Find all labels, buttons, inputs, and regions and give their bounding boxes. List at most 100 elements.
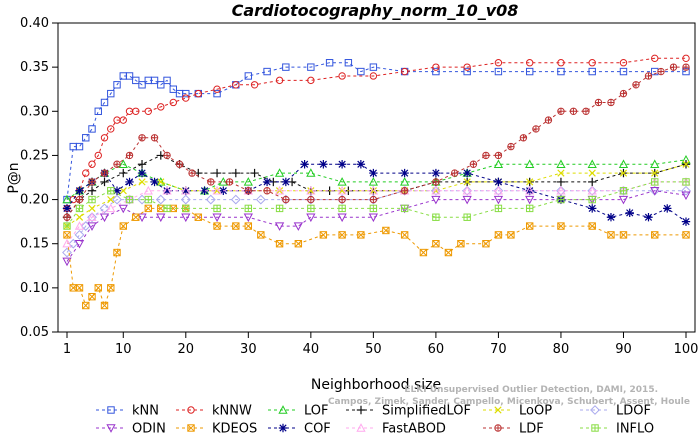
data-point-ldf <box>113 161 121 168</box>
data-point-knn <box>157 81 165 89</box>
data-point-kdeos <box>482 240 490 248</box>
data-point-ldof <box>462 185 473 196</box>
data-point-odin <box>293 222 303 231</box>
data-point-lof <box>650 159 660 168</box>
x-tick-label: 100 <box>674 342 699 357</box>
data-point-knnw <box>338 72 346 80</box>
data-point-cof <box>300 160 309 169</box>
data-point-ldf <box>607 99 615 106</box>
data-point-inflo <box>682 178 690 186</box>
data-point-inflo <box>589 196 596 203</box>
legend-marker-lof <box>278 405 288 414</box>
data-point-knn <box>94 107 102 115</box>
data-point-inflo <box>463 214 471 221</box>
data-point-ldf <box>370 196 377 203</box>
data-point-kdeos <box>382 226 390 235</box>
x-tick-label: 30 <box>240 342 257 357</box>
data-point-ldf <box>570 108 577 115</box>
x-tick-label: 70 <box>490 342 507 357</box>
y-tick-label: 0.25 <box>20 148 49 163</box>
data-point-kdeos <box>232 222 240 230</box>
data-point-kdeos <box>132 213 140 221</box>
data-point-knn <box>169 85 177 93</box>
data-point-inflo <box>107 187 114 194</box>
data-point-knn <box>244 72 253 80</box>
data-point-knn <box>100 98 109 107</box>
data-point-simplifiedlof <box>556 177 566 187</box>
data-point-cof <box>112 186 122 195</box>
data-point-fastabod <box>368 185 379 195</box>
data-point-odin <box>181 213 191 223</box>
data-point-knn <box>344 59 353 67</box>
data-point-fastabod <box>587 185 597 195</box>
data-point-odin <box>337 213 347 223</box>
data-point-odin <box>243 213 253 223</box>
data-point-ldf <box>401 187 408 194</box>
data-point-inflo <box>145 196 152 203</box>
data-point-ldf <box>545 116 552 124</box>
data-point-kdeos <box>419 248 428 257</box>
data-point-simplifiedlof <box>212 168 222 178</box>
data-point-loop <box>107 195 115 204</box>
data-point-kdeos <box>444 248 453 257</box>
data-point-ldf <box>595 99 602 106</box>
data-point-kdeos <box>294 240 302 248</box>
data-point-ldf <box>632 81 640 88</box>
data-point-lof <box>399 177 410 186</box>
data-point-inflo <box>126 196 133 203</box>
x-tick-label: 80 <box>553 342 570 357</box>
data-point-simplifiedlof <box>250 168 259 178</box>
x-axis: 1 10 20 30 40 50 60 70 80 90 100 <box>63 332 699 357</box>
x-axis-label: Neighborhood size <box>311 377 441 393</box>
y-tick-label: 0.20 <box>20 193 49 208</box>
data-point-kdeos <box>651 231 659 239</box>
data-point-ldof <box>205 194 216 205</box>
data-point-lof <box>306 168 316 177</box>
data-point-knn <box>494 67 503 76</box>
data-point-knn <box>588 67 596 76</box>
data-point-knnw <box>169 98 177 107</box>
data-point-ldf <box>557 108 565 115</box>
data-point-kdeos <box>213 222 221 230</box>
legend-label-odin: ODIN <box>132 422 166 434</box>
series-ldf <box>63 63 690 221</box>
data-point-ldof <box>587 185 598 196</box>
data-point-inflo <box>182 205 189 212</box>
data-point-lof <box>118 159 128 168</box>
data-point-kdeos <box>607 231 615 239</box>
legend-item-lof: LOF <box>268 404 329 419</box>
data-point-ldf <box>670 63 677 71</box>
data-point-knnw <box>463 63 471 71</box>
data-point-kdeos <box>119 222 127 230</box>
data-point-kdeos <box>75 284 84 292</box>
data-point-loop <box>157 178 165 186</box>
series-loop <box>63 160 690 230</box>
x-tick-label: 50 <box>365 342 382 357</box>
data-point-cof <box>356 160 366 169</box>
data-point-knnw <box>88 160 96 168</box>
data-point-cof <box>588 204 597 213</box>
data-point-ldf <box>63 214 71 221</box>
data-point-knn <box>125 72 134 80</box>
data-point-inflo <box>245 205 252 212</box>
data-point-fastabod <box>143 185 153 195</box>
data-point-fastabod <box>106 203 116 213</box>
data-point-knnw <box>194 89 203 98</box>
data-point-kdeos <box>401 231 409 239</box>
data-point-knnw <box>619 59 628 67</box>
data-point-ldf <box>176 161 183 168</box>
data-point-kdeos <box>444 248 452 257</box>
data-point-kdeos <box>557 222 565 230</box>
data-point-knnw <box>400 67 409 76</box>
data-point-cof <box>281 177 291 187</box>
data-point-simplifiedlof <box>87 186 97 195</box>
legend-label-simplifiedlof: SimplifiedLOF <box>382 404 471 419</box>
data-point-kdeos <box>88 292 96 301</box>
data-point-kdeos <box>276 240 284 248</box>
data-point-kdeos <box>357 231 365 239</box>
legend-marker-ldf <box>494 424 502 432</box>
data-point-kdeos <box>100 301 109 310</box>
data-point-loop <box>463 178 471 186</box>
legend-item-odin: ODIN <box>96 422 166 434</box>
legend: kNN kNNW LOF SimplifiedLOF LoOP LDOF ODIN KDEOS… <box>96 404 654 434</box>
